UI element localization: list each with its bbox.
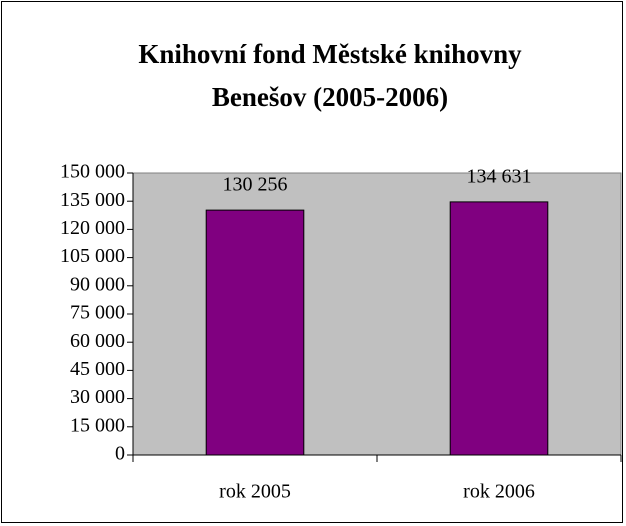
chart-title: Knihovní fond Městské knihovny [138,39,522,69]
y-tick-label: 15 000 [70,414,125,436]
bar [449,201,549,456]
y-tick-label: 135 000 [60,189,125,211]
y-tick-label: 45 000 [70,358,125,380]
chart-title: Benešov (2005-2006) [212,82,448,112]
y-tick-label: 150 000 [60,161,125,183]
y-tick-label: 120 000 [60,217,125,239]
x-tick-label: rok 2005 [219,481,291,503]
y-tick-label: 105 000 [60,245,125,267]
x-tick-label: rok 2006 [463,481,535,503]
y-tick-label: 0 [115,443,125,465]
y-tick-label: 75 000 [70,302,125,324]
value-label: 130 256 [223,174,288,196]
y-tick-label: 90 000 [70,273,125,295]
bar [205,209,305,456]
value-label: 134 631 [467,165,532,187]
y-tick-label: 30 000 [70,386,125,408]
y-tick-label: 60 000 [70,330,125,352]
